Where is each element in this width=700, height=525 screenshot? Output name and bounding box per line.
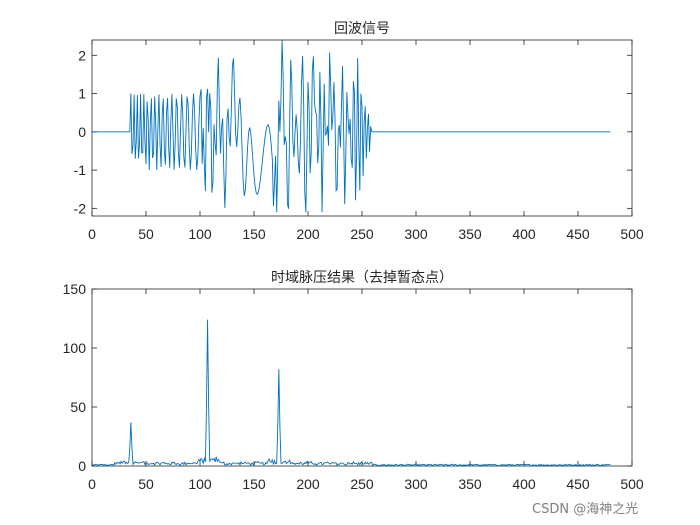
series-line — [92, 319, 611, 466]
x-tick-label: 100 — [188, 476, 212, 492]
chart-title: 回波信号 — [334, 21, 390, 37]
x-tick-label: 50 — [138, 476, 154, 492]
x-tick-label: 350 — [458, 226, 482, 242]
x-tick-label: 0 — [88, 476, 96, 492]
y-tick-label: -2 — [74, 200, 87, 216]
x-tick-label: 450 — [566, 226, 590, 242]
x-tick-label: 200 — [296, 226, 320, 242]
x-tick-label: 400 — [512, 226, 536, 242]
y-tick-label: 0 — [78, 458, 86, 474]
x-tick-label: 250 — [350, 476, 374, 492]
x-tick-label: 250 — [350, 226, 374, 242]
x-tick-label: 300 — [404, 226, 428, 242]
y-tick-label: -1 — [74, 162, 87, 178]
y-tick-label: 100 — [63, 340, 87, 356]
axes-box — [91, 288, 633, 467]
x-tick-label: 150 — [242, 226, 266, 242]
x-tick-label: 50 — [138, 226, 154, 242]
y-tick-label: 1 — [78, 86, 86, 102]
x-tick-label: 150 — [242, 476, 266, 492]
chart-title: 时域脉压结果（去掉暂态点） — [271, 270, 453, 286]
y-tick-label: 50 — [70, 399, 86, 415]
x-tick-label: 450 — [566, 476, 590, 492]
y-tick-label: 150 — [63, 281, 87, 297]
series-line — [92, 40, 611, 213]
x-tick-label: 0 — [88, 226, 96, 242]
x-tick-label: 200 — [296, 476, 320, 492]
x-tick-label: 400 — [512, 476, 536, 492]
x-tick-label: 300 — [404, 476, 428, 492]
echo-signal-axes: 回波信号 0 50 100 150 200 250 300 350 400 450 500 -2 -1 0 1… — [74, 21, 644, 242]
x-tick-label: 100 — [188, 226, 212, 242]
pulse-compression-axes: 时域脉压结果（去掉暂态点） 0 50 100 150 200 250 300 350 400 450… — [63, 270, 644, 492]
y-tick-label: 2 — [78, 47, 86, 63]
watermark: CSDN @海神之光 — [532, 502, 639, 517]
x-tick-label: 350 — [458, 476, 482, 492]
y-tick-label: 0 — [78, 124, 86, 140]
x-tick-label: 500 — [620, 476, 644, 492]
x-tick-label: 500 — [620, 226, 644, 242]
